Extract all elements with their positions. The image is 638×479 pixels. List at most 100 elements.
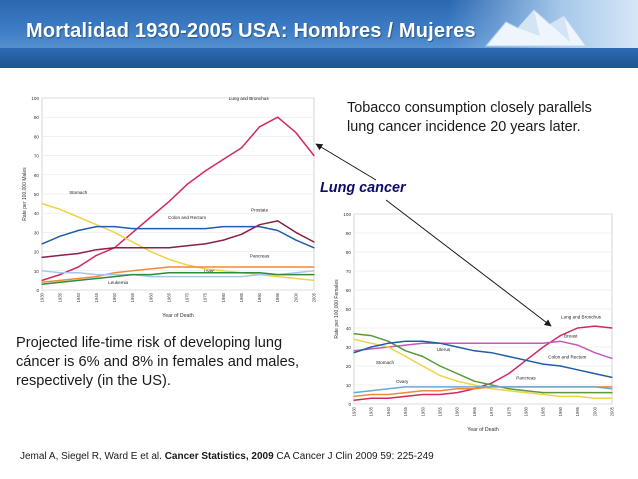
data-point-breast	[473, 342, 475, 344]
x-tick-label: 1930	[352, 406, 357, 416]
data-point-liver	[77, 272, 79, 274]
data-point-uterus	[577, 392, 579, 394]
data-point-liver	[41, 270, 43, 272]
x-tick-label: 1935	[58, 292, 63, 302]
data-point-stomach	[611, 397, 613, 399]
x-tick-label: 1965	[166, 292, 171, 302]
data-point-uterus	[559, 392, 561, 394]
data-point-colon-and-rectum	[542, 363, 544, 365]
x-tick-label: 2000	[293, 292, 298, 302]
data-point-prostate	[259, 224, 261, 226]
data-point-prostate	[77, 252, 79, 255]
data-point-pancreas	[473, 388, 475, 390]
series-line-colon-and-rectum	[353, 340, 613, 379]
data-point-ovary	[594, 386, 596, 388]
data-point-ovary	[559, 386, 561, 388]
y-tick-label: 40	[34, 211, 40, 216]
data-point-breast	[594, 352, 596, 354]
series-line-liver	[41, 270, 315, 278]
series-label-colon-and-rectum: Colon and Rectum	[168, 215, 206, 220]
female-mortality-chart: 0 10 20 30 40 50 60 70 80 90 100 1930 1935 1940 1945 19…	[322, 204, 620, 434]
data-point-lung-and-bronchus	[204, 170, 206, 172]
data-point-breast	[353, 350, 355, 352]
series-line-lung-and-bronchus	[41, 116, 315, 282]
data-point-uterus	[422, 355, 424, 358]
series-label-breast: Breast	[564, 334, 578, 339]
data-point-stomach	[113, 231, 116, 233]
x-tick-label: 1960	[148, 292, 153, 302]
iceberg-icon	[484, 9, 587, 47]
data-point-breast	[491, 342, 493, 344]
data-point-breast	[542, 342, 544, 344]
data-point-stomach	[313, 279, 315, 281]
data-point-lung-and-bronchus	[186, 183, 188, 185]
data-point-lung-and-bronchus	[439, 393, 441, 396]
data-point-lung-and-bronchus	[150, 216, 152, 218]
data-point-colon-and-rectum	[41, 243, 43, 245]
data-point-pancreas	[77, 277, 79, 280]
data-point-liver	[150, 275, 152, 278]
data-point-stomach	[353, 338, 355, 340]
data-point-stomach	[508, 390, 510, 392]
data-point-stomach	[405, 355, 407, 358]
x-tick-label: 1980	[221, 292, 226, 302]
data-point-breast	[525, 342, 527, 344]
data-point-ovary	[611, 388, 613, 390]
data-point-lung-and-bronchus	[405, 395, 407, 397]
data-point-ovary	[387, 388, 389, 390]
data-point-prostate	[113, 247, 116, 249]
y-tick-label: 30	[34, 230, 40, 235]
x-tick-label: 1935	[369, 406, 374, 416]
data-point-pancreas	[295, 266, 297, 268]
data-point-colon-and-rectum	[222, 226, 224, 228]
series-label-pancreas: Pancreas	[250, 253, 270, 258]
data-point-colon-and-rectum	[473, 350, 475, 352]
data-point-colon-and-rectum	[353, 352, 355, 354]
y-tick-label: 20	[34, 250, 40, 255]
data-point-lung-and-bronchus	[259, 126, 261, 128]
data-point-colon-and-rectum	[594, 373, 596, 375]
series-label-colon-and-rectum: Colon and Rectum	[548, 354, 586, 359]
series-line-pancreas	[41, 266, 314, 284]
arrow-to-female-lung	[385, 199, 552, 327]
data-point-stomach	[525, 392, 527, 394]
data-point-liver	[240, 275, 243, 278]
series-label-stomach: Stomach	[376, 360, 395, 365]
data-point-breast	[508, 342, 510, 344]
series-label-prostate: Prostate	[251, 207, 269, 212]
x-tick-label: 1940	[76, 292, 81, 302]
y-tick-label: 100	[343, 212, 351, 217]
data-point-leukemia	[150, 274, 152, 276]
data-point-colon-and-rectum	[439, 342, 441, 344]
data-point-ovary	[439, 386, 441, 388]
data-point-lung-and-bronchus	[542, 346, 544, 348]
data-point-uterus	[405, 350, 407, 352]
data-point-pancreas	[59, 279, 61, 281]
x-tick-label: 2005	[610, 406, 615, 416]
x-tick-label: 1955	[438, 406, 443, 416]
data-point-pancreas	[41, 281, 43, 283]
x-tick-label: 2000	[592, 406, 597, 416]
data-point-pancreas	[353, 395, 355, 397]
data-point-pancreas	[222, 266, 224, 268]
data-point-leukemia	[95, 277, 97, 280]
data-point-prostate	[277, 220, 279, 222]
y-axis-label: Rate per 100,000 Females	[334, 279, 340, 339]
data-point-leukemia	[132, 274, 134, 276]
x-tick-label: 1990	[558, 406, 563, 416]
series-label-lung-and-bronchus: Lung and Bronchus	[229, 96, 270, 101]
data-point-leukemia	[186, 272, 188, 274]
data-point-lung-and-bronchus	[353, 399, 355, 401]
data-point-stomach	[370, 342, 372, 344]
citation: Jemal A, Siegel R, Ward E et al. Cancer …	[20, 451, 434, 462]
x-tick-label: 1970	[489, 406, 494, 416]
data-point-stomach	[491, 388, 493, 390]
data-point-uterus	[542, 392, 544, 394]
data-point-prostate	[204, 243, 206, 245]
data-point-leukemia	[168, 272, 170, 274]
x-tick-label: 1985	[239, 292, 244, 302]
data-point-breast	[422, 342, 424, 344]
data-point-lung-and-bronchus	[559, 335, 561, 337]
series-label-liver: Liver	[204, 269, 214, 274]
data-point-prostate	[150, 247, 152, 249]
